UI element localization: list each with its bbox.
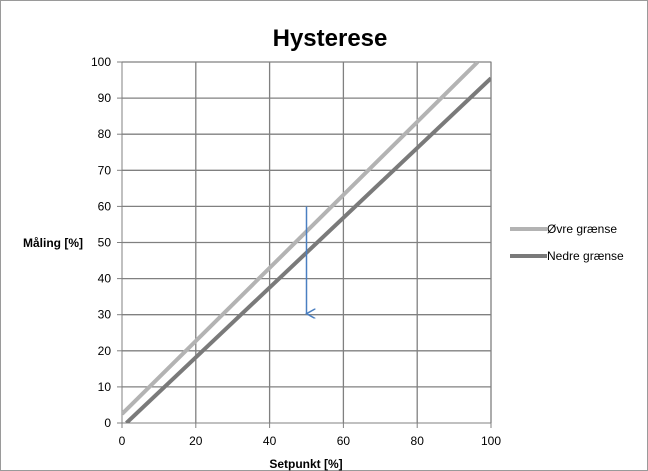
y-tick-label: 50 bbox=[98, 236, 112, 250]
y-tick-label: 10 bbox=[98, 380, 112, 394]
legend-label: Nedre grænse bbox=[547, 249, 624, 263]
legend: Øvre grænse Nedre grænse bbox=[510, 222, 624, 263]
y-tick-label: 70 bbox=[98, 163, 112, 177]
gridlines bbox=[122, 61, 492, 423]
x-tick-label: 0 bbox=[119, 434, 126, 448]
x-tick-label: 40 bbox=[263, 434, 277, 448]
series-lines bbox=[122, 62, 491, 423]
y-tick-label: 60 bbox=[98, 199, 112, 213]
x-tick-label: 20 bbox=[189, 434, 203, 448]
y-tick-label: 40 bbox=[98, 272, 112, 286]
y-tick-label: 90 bbox=[98, 91, 112, 105]
series-line-upper bbox=[122, 62, 480, 416]
x-tick-label: 80 bbox=[411, 434, 425, 448]
y-tick-label: 20 bbox=[98, 344, 112, 358]
x-tick-label: 100 bbox=[481, 434, 501, 448]
y-tick-label: 0 bbox=[104, 416, 111, 430]
x-tick-label: 60 bbox=[337, 434, 351, 448]
x-axis-label: Setpunkt [%] bbox=[269, 457, 342, 471]
y-tick-label: 100 bbox=[91, 55, 111, 69]
axis-ticks: 0 20 40 60 80 100 0 10 20 30 40 50 60 70 80 90 100 bbox=[91, 55, 501, 448]
y-axis-label: Måling [%] bbox=[23, 236, 83, 250]
chart-title: Hysterese bbox=[273, 25, 388, 52]
y-tick-label: 30 bbox=[98, 308, 112, 322]
series-line-lower bbox=[125, 76, 491, 423]
legend-label: Øvre grænse bbox=[547, 222, 617, 236]
y-tick-label: 80 bbox=[98, 127, 112, 141]
